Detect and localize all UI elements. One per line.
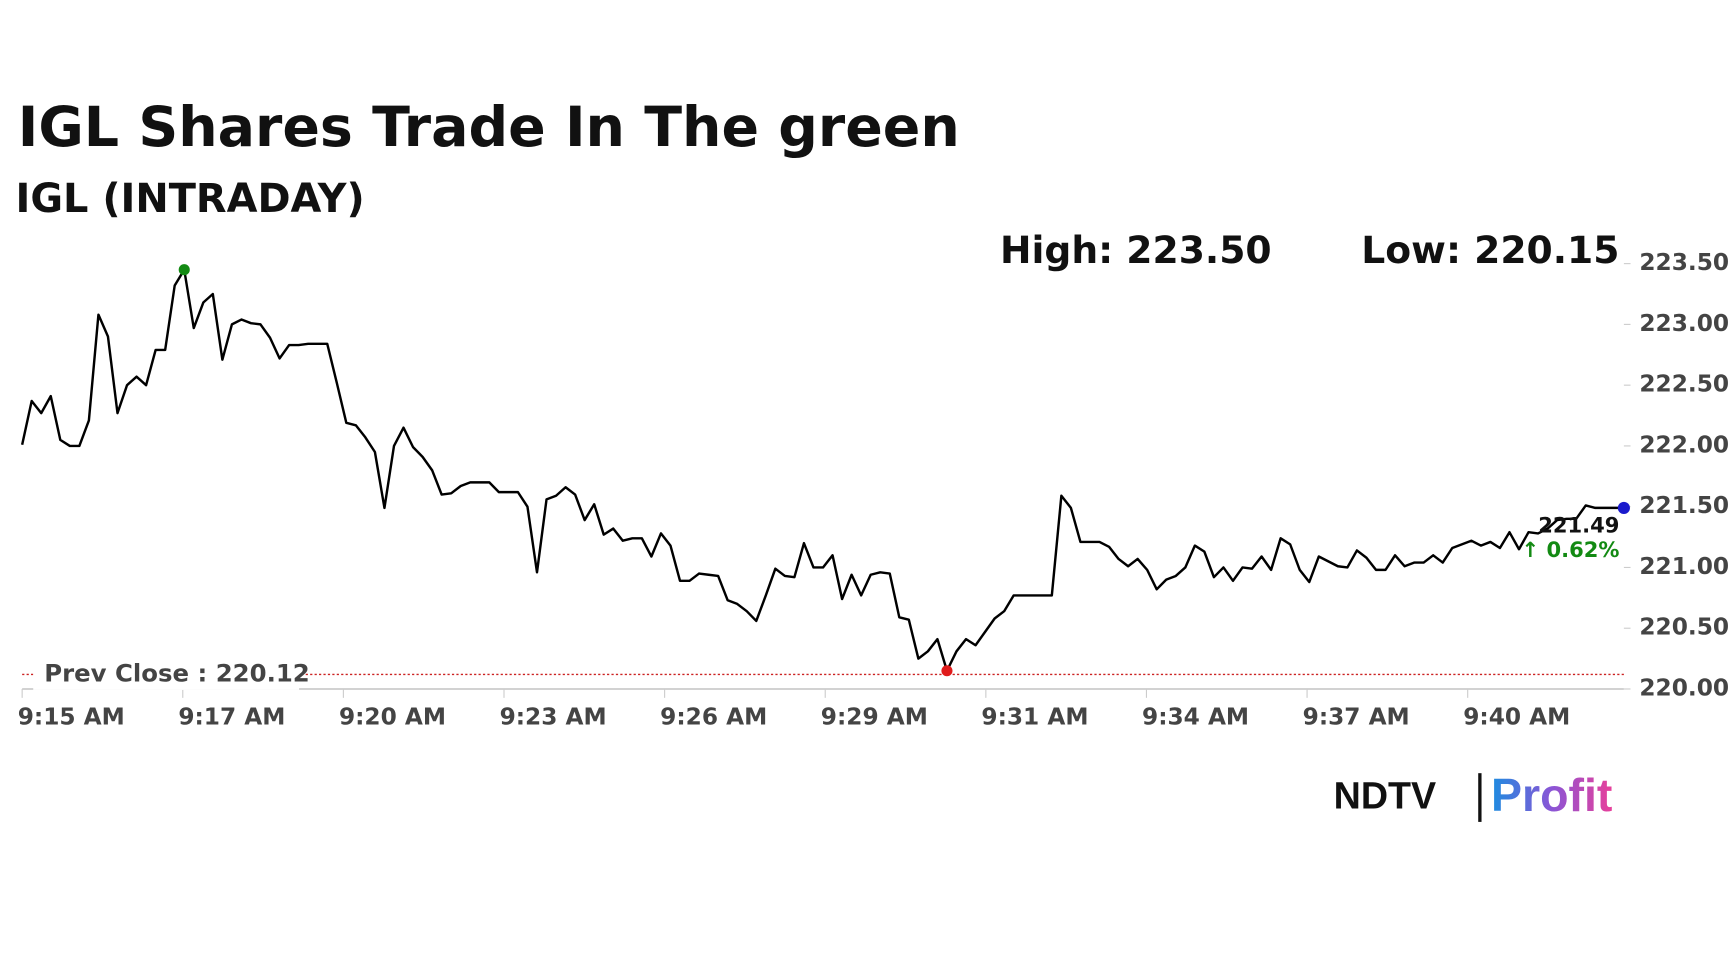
x-tick-label: 9:17 AM [178,703,285,730]
high-marker [178,264,190,276]
x-tick-label: 9:20 AM [339,703,446,730]
brand-profit: Profit [1491,769,1612,821]
x-tick-label: 9:23 AM [500,703,607,730]
brand: NDTV Profit [1334,769,1612,822]
chart-title: IGL Shares Trade In The green [18,96,960,160]
y-tick-label: 222.00 [1639,431,1728,458]
x-tick-label: 9:37 AM [1303,703,1410,730]
price-line [20,268,1624,672]
y-tick-label: 223.50 [1639,249,1728,276]
x-tick-label: 9:26 AM [660,703,767,730]
y-tick-label: 220.50 [1639,614,1728,641]
y-tick-label: 221.50 [1639,492,1728,519]
y-tick-label: 223.00 [1639,310,1728,337]
x-tick-label: 9:40 AM [1463,703,1570,730]
x-tick-label: 9:31 AM [981,703,1088,730]
last-marker [1617,501,1630,514]
x-tick-label: 9:29 AM [821,703,928,730]
y-tick-label: 222.50 [1639,371,1728,398]
prev-close-label: Prev Close : 220.12 [44,658,309,687]
x-tick-label: 9:34 AM [1142,703,1249,730]
low-label: Low: 220.15 [1361,228,1619,272]
low-marker [941,665,953,677]
brand-ndtv: NDTV [1334,775,1437,817]
last-label: 221.49 [1538,513,1619,538]
change-label: ↑ 0.62% [1522,537,1620,562]
x-tick-label: 9:15 AM [18,703,125,730]
y-tick-label: 221.00 [1639,553,1728,580]
high-label: High: 223.50 [1000,228,1272,272]
y-tick-label: 220.00 [1639,674,1728,701]
prev-close-bg [33,656,300,690]
chart-subtitle: IGL (INTRADAY) [16,176,365,222]
